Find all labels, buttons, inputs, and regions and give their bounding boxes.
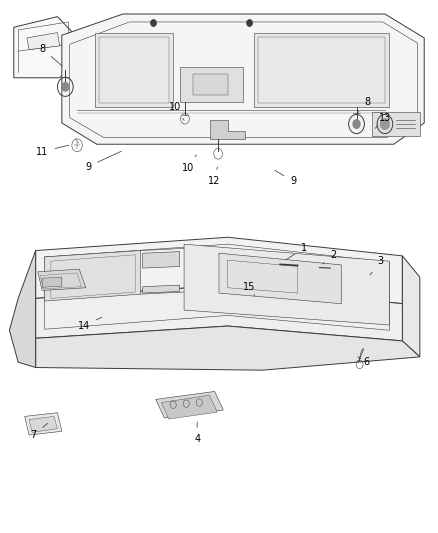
PathPatch shape xyxy=(14,17,73,78)
PathPatch shape xyxy=(62,14,424,144)
PathPatch shape xyxy=(35,237,403,304)
PathPatch shape xyxy=(372,112,420,136)
PathPatch shape xyxy=(210,120,245,139)
PathPatch shape xyxy=(10,251,35,368)
Text: 3: 3 xyxy=(370,256,384,275)
Circle shape xyxy=(353,120,360,128)
Circle shape xyxy=(151,20,156,26)
PathPatch shape xyxy=(403,256,420,357)
Text: 1: 1 xyxy=(286,243,307,260)
PathPatch shape xyxy=(219,253,341,304)
PathPatch shape xyxy=(143,252,180,268)
PathPatch shape xyxy=(29,416,57,432)
PathPatch shape xyxy=(193,74,228,95)
PathPatch shape xyxy=(35,285,403,341)
PathPatch shape xyxy=(180,67,243,102)
Text: 4: 4 xyxy=(194,422,200,445)
Text: 7: 7 xyxy=(30,423,48,440)
Text: 11: 11 xyxy=(36,145,69,157)
Text: 13: 13 xyxy=(375,112,391,128)
Circle shape xyxy=(247,20,252,26)
PathPatch shape xyxy=(184,244,389,325)
PathPatch shape xyxy=(27,33,60,50)
Text: 2: 2 xyxy=(323,250,336,264)
Circle shape xyxy=(62,83,69,91)
PathPatch shape xyxy=(95,33,173,107)
PathPatch shape xyxy=(42,277,62,287)
Text: 14: 14 xyxy=(78,317,102,331)
Text: 9: 9 xyxy=(275,171,296,187)
Text: 15: 15 xyxy=(243,282,255,296)
Circle shape xyxy=(381,119,389,130)
Text: 9: 9 xyxy=(85,151,121,172)
PathPatch shape xyxy=(359,349,364,362)
PathPatch shape xyxy=(254,33,389,107)
Text: 10: 10 xyxy=(182,155,196,173)
Text: 8: 8 xyxy=(357,96,371,114)
PathPatch shape xyxy=(161,395,217,419)
Text: 6: 6 xyxy=(358,357,370,367)
PathPatch shape xyxy=(35,326,420,370)
Text: 8: 8 xyxy=(39,44,62,66)
PathPatch shape xyxy=(25,413,62,435)
PathPatch shape xyxy=(44,251,141,301)
PathPatch shape xyxy=(38,269,86,290)
Text: 10: 10 xyxy=(169,102,184,120)
PathPatch shape xyxy=(143,285,180,293)
Text: 12: 12 xyxy=(208,167,221,187)
PathPatch shape xyxy=(155,391,223,418)
